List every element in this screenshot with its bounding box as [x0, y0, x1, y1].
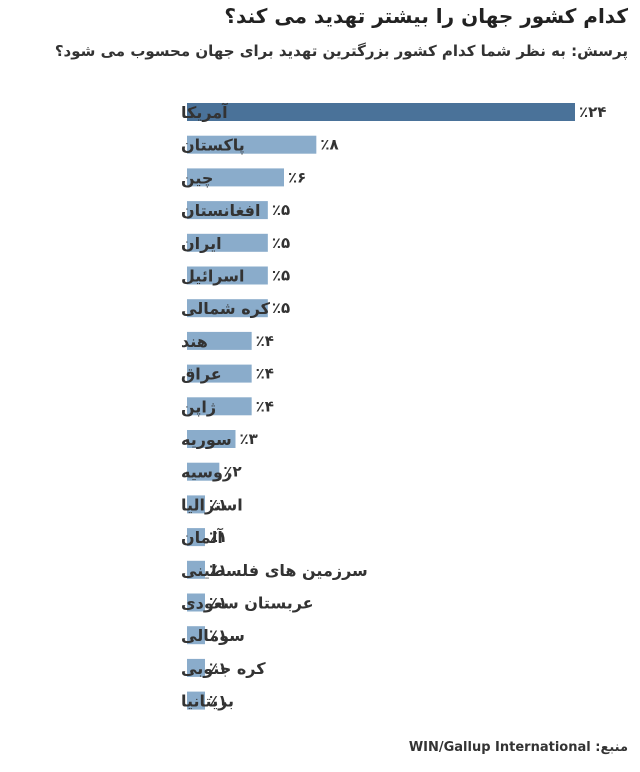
category-label-5: اسرائیل [181, 267, 244, 286]
value-label-14: ٪۱ [209, 561, 227, 579]
category-label-16: سومالی [181, 626, 245, 645]
value-label-11: ٪۲ [223, 463, 241, 481]
source-text: WIN/Gallup International [408, 740, 591, 755]
category-label-17: کره جنوبی [181, 659, 266, 678]
source-note: WIN/Gallup International منبع: [409, 740, 628, 755]
value-label-1: ٪۸ [320, 136, 338, 154]
chart-title: کدام کشور جهان را بیشتر تهدید می کند؟ [224, 4, 628, 28]
bar-18 [187, 691, 205, 710]
bar-10 [187, 430, 236, 448]
bar-16 [187, 626, 205, 645]
category-label-9: ژاپن [181, 397, 216, 417]
value-label-10: ٪۳ [240, 430, 258, 448]
value-label-17: ٪۱ [209, 659, 227, 677]
category-label-10: سوریه [181, 430, 232, 449]
bar-1 [187, 135, 317, 154]
category-label-0: آمریکا [181, 102, 228, 122]
chart-subtitle: پرسش: به نظر شما کدام کشور بزرگترین تهدی… [54, 42, 628, 60]
value-label-2: ٪۶ [288, 168, 306, 186]
bar-13 [187, 528, 205, 547]
bar-6 [187, 299, 268, 318]
value-label-18: ٪۱ [209, 692, 227, 710]
category-label-3: افغانستان [181, 201, 260, 220]
value-label-0: ٪۲۴ [579, 103, 606, 121]
bar-9 [187, 397, 252, 416]
source-label: منبع: [595, 740, 628, 755]
value-label-13: ٪۱ [209, 528, 227, 546]
value-label-16: ٪۱ [209, 626, 227, 644]
category-label-4: ایران [181, 234, 222, 253]
bar-11 [187, 462, 220, 481]
category-label-6: کره شمالی [181, 299, 271, 318]
value-label-12: ٪۱ [209, 495, 227, 513]
bar-2 [187, 168, 284, 187]
value-label-15: ٪۱ [209, 594, 227, 612]
value-label-8: ٪۴ [256, 365, 274, 383]
bar-8 [187, 364, 252, 383]
category-label-11: روسیه [181, 463, 232, 482]
bar-3 [187, 201, 268, 220]
value-label-7: ٪۴ [256, 332, 274, 350]
category-label-2: چین [181, 168, 213, 188]
value-label-3: ٪۵ [272, 201, 290, 219]
value-label-5: ٪۵ [272, 267, 290, 285]
bar-4 [187, 233, 268, 252]
bar-15 [187, 593, 205, 612]
category-label-7: هند [181, 332, 208, 351]
bar-chart: ٪۲۴ آمریکا ٪۸ پاکستان ٪۶ چین ٪۵ افغانستان ٪۵ ایرا… [181, 102, 606, 711]
bar-14 [187, 560, 205, 579]
bar-7 [187, 331, 252, 350]
bar-12 [187, 495, 205, 514]
category-label-13: آلمان [181, 527, 223, 547]
category-label-8: عراق [181, 365, 222, 384]
category-label-18: بریتانیا [181, 692, 234, 711]
bar-0 [187, 103, 575, 121]
bar-5 [187, 266, 268, 285]
category-label-1: پاکستان [181, 136, 245, 156]
value-label-4: ٪۵ [272, 234, 290, 252]
category-label-12: استرالیا [181, 495, 243, 514]
bar-17 [187, 658, 205, 677]
value-label-6: ٪۵ [272, 299, 290, 317]
category-label-14: سرزمین های فلسطینی [181, 561, 368, 580]
category-label-15: عربستان سعودی [181, 594, 314, 613]
value-label-9: ٪۴ [256, 397, 274, 415]
